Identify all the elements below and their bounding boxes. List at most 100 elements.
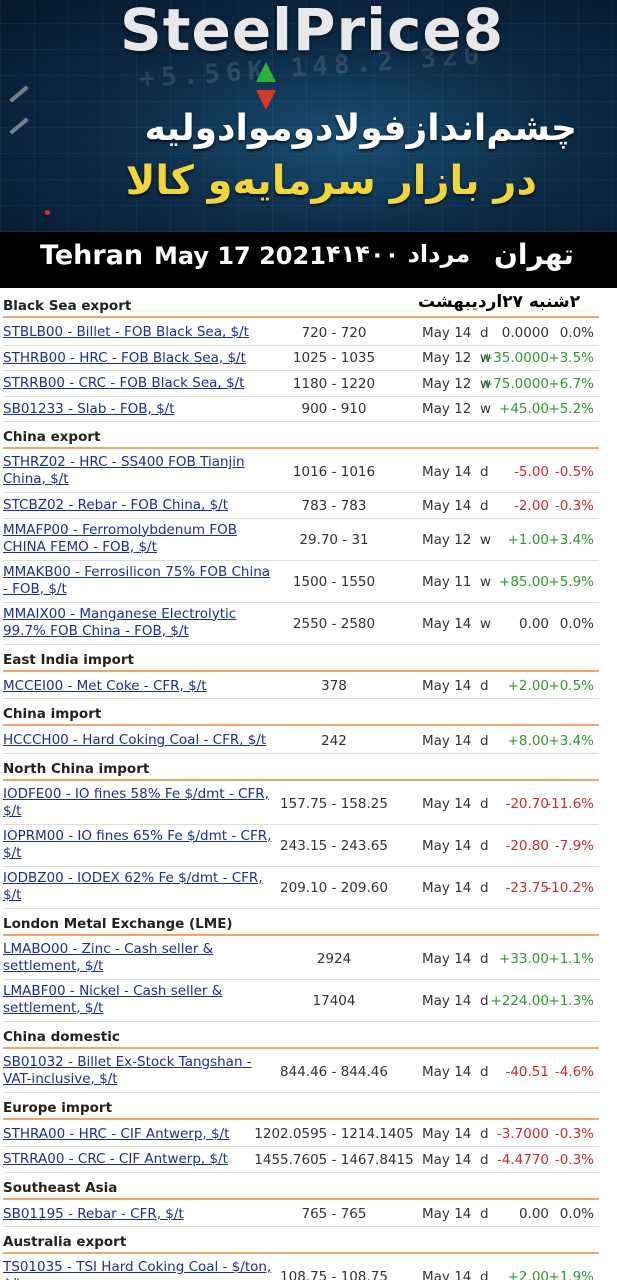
city-persian: تهران: [494, 238, 574, 271]
tagline-line1: چشم‌اندازفولادوموادولیه: [144, 108, 577, 149]
assessment-date: May 12: [422, 531, 472, 548]
price-change: -3.7000: [496, 1126, 549, 1143]
assessment-date: May 14: [422, 1126, 472, 1143]
assessment-date: May 12: [422, 350, 472, 367]
price-change: -5.00: [514, 464, 549, 480]
assessment-date: May 14: [422, 615, 472, 632]
price-change: +33.00: [499, 950, 549, 967]
percent-change: -4.6%: [554, 1063, 594, 1080]
price-change: +85.00: [499, 573, 549, 590]
period-flag: d: [480, 1206, 489, 1223]
percent-change: +1.9%: [548, 1269, 594, 1280]
section-title: London Metal Exchange (LME): [3, 915, 233, 932]
price-code-link[interactable]: TS01035 - TSI Hard Coking Coal - $/ton, …: [3, 1259, 272, 1280]
price-range: 243.15 - 243.65: [280, 837, 388, 854]
price-range: 1180 - 1220: [292, 375, 376, 392]
price-range: 1455.7605 - 1467.8415: [254, 1151, 414, 1168]
period-flag: d: [480, 992, 489, 1009]
assessment-date: May 12: [422, 401, 472, 418]
table-row: MCCEI00 - Met Coke - CFR, $/t 378 May 14 d +…: [3, 674, 599, 699]
period-flag: w: [480, 615, 492, 632]
table-row: SB01032 - Billet Ex-Stock Tangshan - VAT…: [3, 1051, 599, 1093]
percent-change: 0.0%: [559, 615, 594, 632]
percent-change: -0.3%: [554, 497, 594, 514]
period-flag: w: [480, 531, 492, 548]
price-code-link[interactable]: STRRA00 - CRC - CIF Antwerp, $/t: [3, 1151, 228, 1168]
price-code-link[interactable]: LMABO00 - Zinc - Cash seller & settlemen…: [3, 940, 214, 974]
section-title: Europe import: [3, 1099, 113, 1116]
assessment-date: May 14: [422, 795, 472, 812]
table-row: IODBZ00 - IODEX 62% Fe $/dmt - CFR, $/t 2…: [3, 867, 599, 909]
section-header: London Metal Exchange (LME): [3, 911, 599, 936]
percent-change: -7.9%: [554, 837, 594, 854]
section-header: Black Sea export: [3, 293, 599, 318]
price-code-link[interactable]: HCCCH00 - Hard Coking Coal - CFR, $/t: [3, 732, 267, 749]
table-row: TS01035 - TSI Hard Coking Coal - $/ton, …: [3, 1256, 599, 1280]
price-change: 0.00: [518, 615, 549, 632]
table-row: IOPRM00 - IO fines 65% Fe $/dmt - CFR, $…: [3, 825, 599, 867]
period-flag: d: [480, 678, 489, 695]
assessment-date: May 14: [422, 950, 472, 967]
assessment-date: May 14: [422, 879, 472, 896]
date-bar: Tehran May 17 2021 ۴مرداد ۱۴۰۰ تهران: [0, 232, 617, 288]
price-range: 1025 - 1035: [292, 350, 376, 367]
table-row: MMAKB00 - Ferrosilicon 75% FOB China - F…: [3, 561, 599, 603]
price-range: 209.10 - 209.60: [280, 879, 388, 896]
price-table: ۲شنبه ۲۷اردیبهشت Black Sea export STBLB00…: [0, 288, 617, 1280]
period-flag: w: [480, 375, 492, 392]
period-flag: d: [480, 837, 489, 854]
price-code-link[interactable]: IODFE00 - IO fines 58% Fe $/dmt - CFR, $…: [3, 785, 269, 819]
section-title: North China import: [3, 760, 150, 777]
table-row: STHRZ02 - HRC - SS400 FOB Tianjin China,…: [3, 451, 599, 493]
section-title: East India import: [3, 651, 134, 668]
price-code-link[interactable]: MMAIX00 - Manganese Electrolytic 99.7% F…: [3, 605, 237, 639]
price-code-link[interactable]: STHRZ02 - HRC - SS400 FOB Tianjin China,…: [3, 454, 245, 487]
price-code-link[interactable]: SB01195 - Rebar - CFR, $/t: [3, 1205, 184, 1222]
table-row: MMAIX00 - Manganese Electrolytic 99.7% F…: [3, 603, 599, 645]
price-code-link[interactable]: IODBZ00 - IODEX 62% Fe $/dmt - CFR, $/t: [3, 869, 263, 903]
table-row: STCBZ02 - Rebar - FOB China, $/t 783 - 78…: [3, 493, 599, 519]
period-flag: d: [480, 732, 489, 749]
price-code-link[interactable]: STRRB00 - CRC - FOB Black Sea, $/t: [3, 375, 245, 392]
price-code-link[interactable]: SB01233 - Slab - FOB, $/t: [3, 400, 175, 417]
assessment-date: May 12: [422, 375, 472, 392]
table-row: LMABO00 - Zinc - Cash seller & settlemen…: [3, 938, 599, 980]
price-code-link[interactable]: MMAKB00 - Ferrosilicon 75% FOB China - F…: [3, 563, 271, 597]
period-flag: d: [480, 950, 489, 967]
price-code-link[interactable]: STHRB00 - HRC - FOB Black Sea, $/t: [3, 349, 246, 366]
price-change: +8.00: [507, 732, 549, 749]
price-change: 0.00: [518, 1206, 549, 1223]
assessment-date: May 14: [422, 464, 472, 480]
city-english: Tehran: [40, 240, 144, 271]
table-row: STRRB00 - CRC - FOB Black Sea, $/t 1180 -…: [3, 371, 599, 397]
table-row: HCCCH00 - Hard Coking Coal - CFR, $/t 242…: [3, 728, 599, 754]
banner-grid-decoration: [0, 0, 617, 232]
percent-change: +5.9%: [548, 573, 594, 590]
section-header: China export: [3, 424, 599, 449]
table-row: STRRA00 - CRC - CIF Antwerp, $/t 1455.760…: [3, 1147, 599, 1173]
price-range: 765 - 765: [301, 1206, 367, 1223]
table-row: MMAFP00 - Ferromolybdenum FOB CHINA FEMO…: [3, 519, 599, 561]
price-code-link[interactable]: STHRA00 - HRC - CIF Antwerp, $/t: [3, 1125, 230, 1142]
price-code-link[interactable]: STCBZ02 - Rebar - FOB China, $/t: [3, 497, 229, 514]
percent-change: -11.6%: [546, 795, 594, 812]
percent-change: +5.2%: [548, 401, 594, 418]
price-range: 108.75 - 108.75: [280, 1269, 388, 1280]
price-change: -20.80: [505, 837, 549, 854]
period-flag: d: [480, 1151, 489, 1168]
price-code-link[interactable]: IOPRM00 - IO fines 65% Fe $/dmt - CFR, $…: [3, 827, 272, 861]
table-row: SB01195 - Rebar - CFR, $/t 765 - 765 May 1…: [3, 1202, 599, 1227]
header-banner: +5.56K 148.2 320 SteelPrice8 چشم‌اندازفو…: [0, 0, 617, 232]
percent-change: -0.5%: [554, 464, 594, 480]
period-flag: w: [480, 401, 492, 418]
price-code-link[interactable]: LMABF00 - Nickel - Cash seller & settlem…: [3, 982, 223, 1016]
price-change: -23.75: [505, 879, 549, 896]
assessment-date: May 14: [422, 732, 472, 749]
price-code-link[interactable]: MMAFP00 - Ferromolybdenum FOB CHINA FEMO…: [3, 521, 238, 555]
price-code-link[interactable]: MCCEI00 - Met Coke - CFR, $/t: [3, 677, 207, 694]
price-code-link[interactable]: STBLB00 - Billet - FOB Black Sea, $/t: [3, 324, 249, 341]
price-range: 2550 - 2580: [292, 615, 376, 632]
table-row: STHRA00 - HRC - CIF Antwerp, $/t 1202.059…: [3, 1122, 599, 1147]
assessment-date: May 14: [422, 324, 472, 341]
price-code-link[interactable]: SB01032 - Billet Ex-Stock Tangshan - VAT…: [3, 1053, 252, 1087]
